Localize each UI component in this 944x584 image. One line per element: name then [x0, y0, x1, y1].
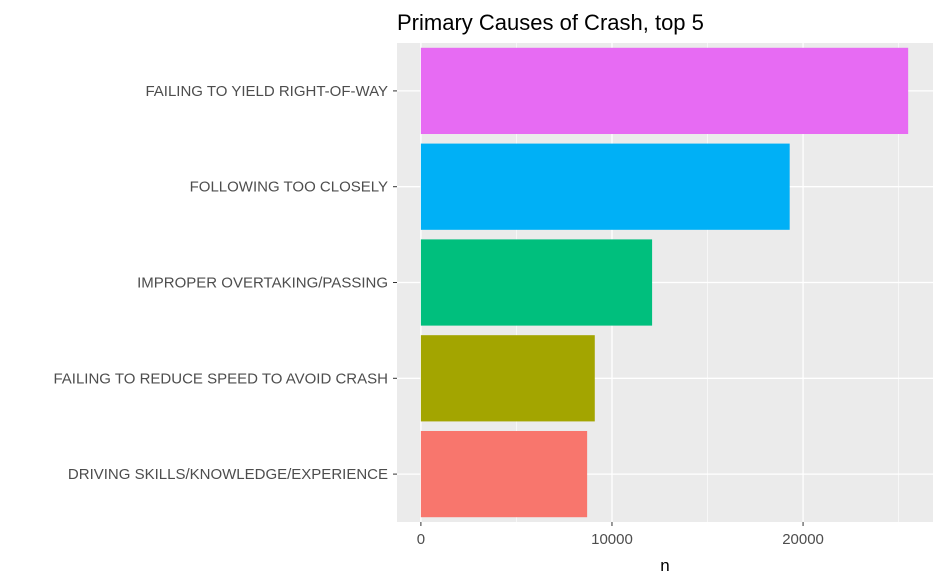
bar: [420, 430, 588, 518]
bar: [420, 335, 595, 422]
bar: [420, 47, 909, 135]
x-tick-label: 10000: [591, 531, 633, 548]
category-label: FOLLOWING TOO CLOSELY: [190, 179, 388, 196]
y-axis-labels: FAILING TO YIELD RIGHT-OF-WAY FOLLOWING T…: [53, 83, 388, 483]
x-tick-label: 0: [417, 531, 425, 548]
x-axis-labels: 0 10000 20000: [417, 531, 824, 548]
chart-title: Primary Causes of Crash, top 5: [397, 10, 704, 35]
bar: [420, 239, 653, 326]
category-label: FAILING TO YIELD RIGHT-OF-WAY: [145, 83, 388, 100]
category-label: DRIVING SKILLS/KNOWLEDGE/EXPERIENCE: [68, 466, 388, 483]
bars: [420, 47, 909, 518]
category-label: FAILING TO REDUCE SPEED TO AVOID CRASH: [53, 370, 388, 387]
x-tick-label: 20000: [782, 531, 824, 548]
x-axis-ticks: [420, 522, 804, 526]
y-axis-ticks: [393, 90, 397, 475]
x-axis-title: n: [660, 556, 669, 575]
category-label: IMPROPER OVERTAKING/PASSING: [137, 275, 388, 292]
bar: [420, 143, 790, 230]
